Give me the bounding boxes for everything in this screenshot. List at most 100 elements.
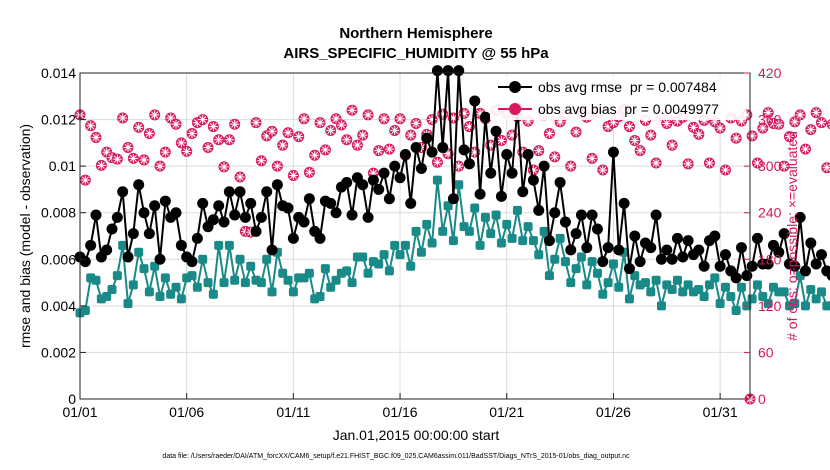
obs-count-point [629, 135, 641, 147]
series-point [491, 210, 501, 220]
series-point [763, 299, 773, 309]
series-point [443, 201, 453, 211]
series-point [422, 219, 432, 229]
series-point [80, 306, 90, 316]
series-point [437, 142, 449, 154]
series-point [571, 264, 581, 274]
obs-count-point [351, 139, 363, 151]
series-point [384, 266, 394, 276]
series-point [671, 232, 683, 244]
obs-count-point [666, 139, 678, 151]
series-point [197, 197, 209, 209]
obs-count-point [143, 128, 155, 140]
plot-frame [79, 72, 751, 400]
obs-count-point [645, 129, 657, 141]
series-point [682, 235, 694, 247]
obs-count-point [783, 131, 795, 143]
series-point [379, 250, 389, 260]
series-point [550, 254, 560, 264]
obs-count-point [565, 160, 577, 172]
y-axis-left: 0 0.002 0.004 0.006 0.008 0.01 0.012 0.014 [41, 65, 86, 407]
obs-count-point [202, 142, 214, 154]
series-point [410, 142, 422, 154]
obs-count-point [122, 142, 134, 154]
obs-count-point [661, 117, 673, 129]
legend-marker-bias [509, 103, 521, 115]
series-point [598, 289, 608, 299]
series-point [816, 287, 826, 297]
obs-count-point [821, 162, 830, 174]
obs-count-point [714, 122, 726, 134]
series-point [143, 228, 155, 240]
series-point [331, 275, 341, 285]
series-point [101, 244, 113, 256]
series-point [490, 125, 502, 137]
series-point [303, 193, 315, 205]
series-point [250, 225, 262, 237]
obs-count-point [293, 131, 305, 143]
series-point [790, 299, 800, 309]
legend: obs avg rmse pr = 0.007484 obs avg bias … [490, 76, 746, 120]
series-point [582, 280, 592, 290]
series-point [522, 149, 534, 160]
rmse-series [74, 65, 830, 284]
series-point [656, 301, 666, 311]
obs-count-point [255, 155, 267, 167]
series-point [234, 186, 246, 198]
series-point [747, 294, 757, 304]
y-right-tick-label: 120 [758, 298, 782, 314]
series-point [454, 180, 464, 190]
series-point [512, 205, 522, 215]
series-point [543, 235, 555, 247]
series-point [677, 251, 689, 263]
series-point [223, 186, 235, 198]
legend-label-bias: obs avg bias pr = 0.0049977 [538, 101, 719, 117]
obs-count-point [357, 129, 369, 141]
series-point [480, 212, 490, 222]
obs-count-point [703, 157, 715, 169]
series-point [245, 197, 257, 209]
obs-count-point [186, 128, 198, 140]
series-point [474, 188, 486, 200]
series-point [427, 238, 437, 248]
obs-count-point [298, 113, 310, 125]
series-point [123, 299, 133, 309]
series-point [502, 219, 512, 229]
series-point [139, 264, 149, 274]
series-point [587, 257, 597, 267]
series-point [715, 299, 725, 309]
chart-title-line2: AIRS_SPECIFIC_HUMIDITY @ 55 hPa [283, 45, 549, 62]
series-point [127, 228, 139, 240]
y-right-tick-label: 420 [758, 65, 782, 81]
series-point [544, 271, 554, 281]
series-line [79, 70, 830, 281]
x-tick-label: 01/21 [489, 404, 524, 420]
obs-count-point [79, 174, 91, 186]
obs-count-point [815, 117, 827, 129]
obs-count-point [570, 126, 582, 138]
obs-count-point [810, 107, 822, 119]
series-point [363, 268, 373, 278]
series-point [134, 247, 144, 257]
series-point [554, 176, 566, 188]
obs-count-point [549, 151, 561, 163]
series-point [618, 197, 630, 209]
obs-count-point [394, 113, 406, 125]
series-point [576, 252, 586, 262]
series-point [517, 186, 529, 198]
series-point [230, 275, 240, 285]
y-left-tick-label: 0.01 [49, 158, 76, 174]
series-point [155, 292, 165, 302]
series-point [390, 240, 400, 250]
obs-count-point [271, 160, 283, 172]
series-point [400, 240, 410, 250]
series-point [90, 209, 102, 221]
series-point [607, 146, 619, 158]
series-point [719, 249, 731, 261]
x-tick-label: 01/31 [703, 404, 738, 420]
obs-count-point [682, 158, 694, 170]
series-point [570, 228, 582, 240]
obs-count-point [181, 145, 193, 157]
series-point [555, 233, 565, 243]
series-point [229, 209, 241, 221]
